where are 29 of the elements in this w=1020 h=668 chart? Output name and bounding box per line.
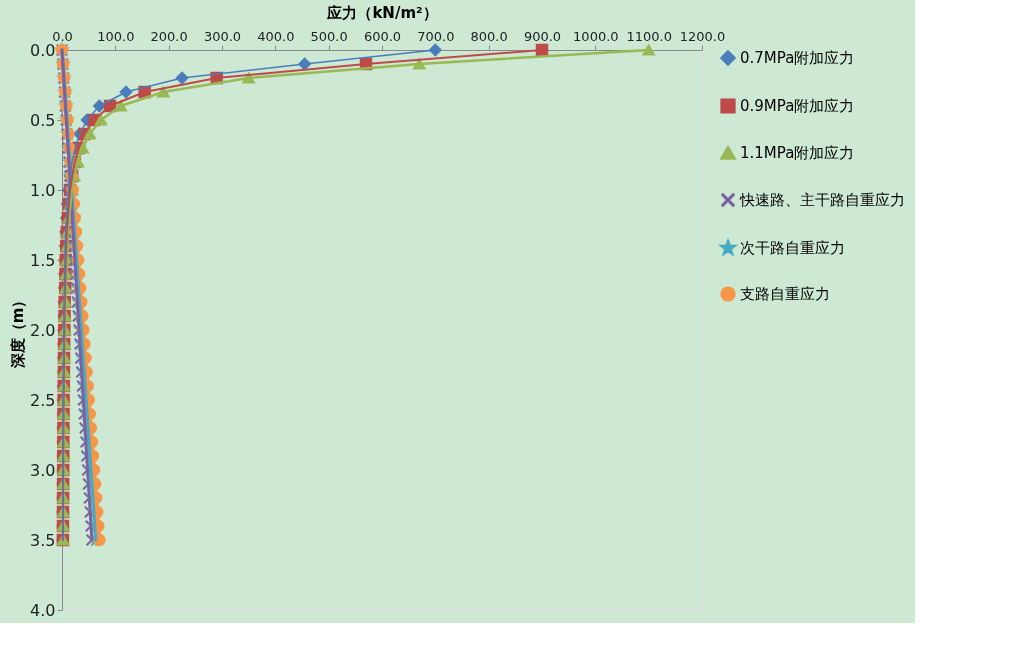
legend-label: 次干路自重应力 xyxy=(740,239,845,257)
x-tick-label: 400.0 xyxy=(257,28,295,44)
legend-label: 1.1MPa附加应力 xyxy=(740,144,855,162)
legend-label: 0.9MPa附加应力 xyxy=(740,97,855,115)
y-tick-label: 1.0 xyxy=(30,180,56,200)
x-tick-label: 100.0 xyxy=(97,28,135,44)
legend-label: 支路自重应力 xyxy=(740,285,830,303)
legend-label: 快速路、主干路自重应力 xyxy=(739,191,905,209)
x-tick-label: 1200.0 xyxy=(679,28,726,44)
x-tick-label: 800.0 xyxy=(470,28,508,44)
legend-label: 0.7MPa附加应力 xyxy=(740,49,855,67)
y-tick-label: 3.5 xyxy=(30,530,56,550)
x-tick-label: 700.0 xyxy=(417,28,455,44)
y-axis-title: 深度（m） xyxy=(9,292,28,370)
y-tick-label: 2.0 xyxy=(30,320,56,340)
y-tick-label: 4.0 xyxy=(30,600,56,620)
y-tick-label: 2.5 xyxy=(30,390,56,410)
x-tick-label: 1100.0 xyxy=(626,28,672,44)
x-tick-label: 0.0 xyxy=(52,28,73,44)
chart-title: 应力（kN/m²） xyxy=(326,3,438,22)
y-tick-label: 1.5 xyxy=(30,250,56,270)
x-tick-label: 600.0 xyxy=(363,28,402,44)
x-tick-label: 1000.0 xyxy=(573,28,619,44)
x-tick-label: 300.0 xyxy=(203,28,242,44)
x-tick-label: 200.0 xyxy=(150,28,188,44)
x-tick-label: 500.0 xyxy=(310,28,348,44)
y-tick-label: 0.5 xyxy=(30,110,56,130)
x-tick-label: 900.0 xyxy=(523,28,562,44)
y-tick-label: 3.0 xyxy=(30,460,56,480)
